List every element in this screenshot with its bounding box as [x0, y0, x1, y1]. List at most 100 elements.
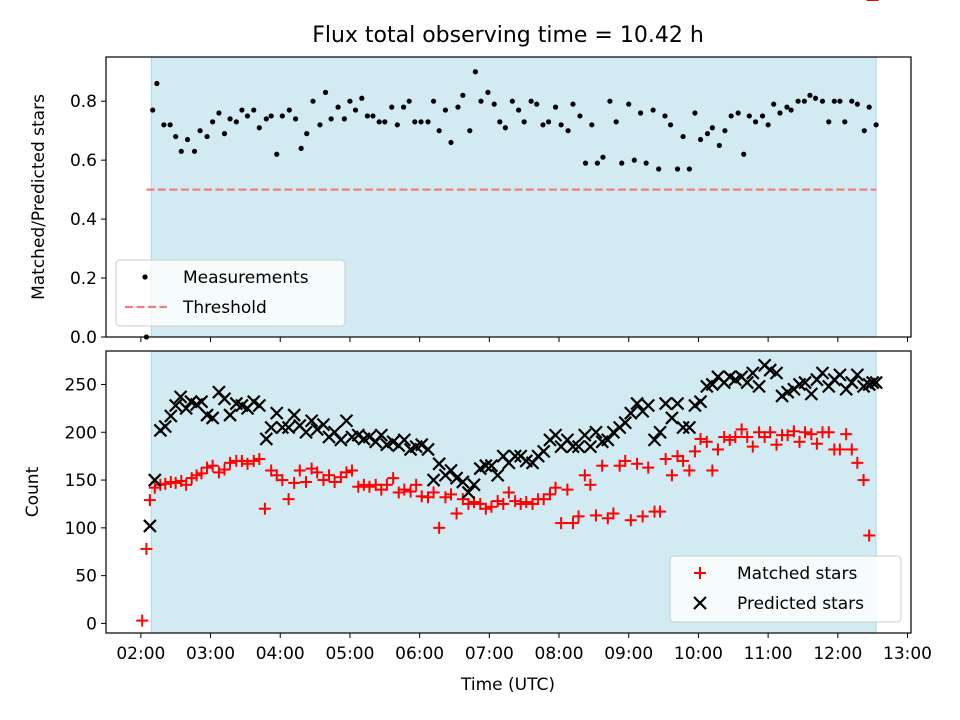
matched-star-point [607, 507, 620, 520]
measurement-point [274, 151, 280, 157]
predicted-star-stroke-b [752, 379, 766, 394]
predicted-star-point [508, 449, 522, 463]
predicted-star-point [269, 406, 284, 420]
measurement-point [516, 107, 522, 113]
matched-star-point [723, 433, 736, 446]
predicted-star-stroke-b [769, 366, 784, 380]
predicted-star-point [746, 366, 760, 380]
measurement-point [322, 89, 329, 95]
measurement-point [478, 98, 484, 104]
measurement-point [210, 119, 216, 125]
predicted-star-point [676, 420, 690, 435]
matched-star-point [143, 494, 156, 507]
measurement-point [626, 101, 632, 107]
measurement-point [819, 98, 826, 104]
x-tick-label: 12:00 [813, 644, 862, 664]
matched-star-point [398, 483, 411, 496]
predicted-star-stroke-b [164, 409, 178, 423]
measurement-point [317, 122, 323, 128]
matched-star-point [578, 469, 591, 482]
matched-star-point [700, 435, 713, 448]
measurement-point [292, 116, 299, 122]
measurement-point [448, 139, 454, 146]
matched-star-point [520, 496, 533, 509]
matched-star-point [619, 454, 632, 467]
legend-measurements-label: Measurements [183, 268, 309, 288]
measurement-point [335, 104, 341, 110]
measurement-point [256, 125, 262, 131]
predicted-star-point [571, 439, 586, 454]
matched-star-point [479, 502, 492, 515]
measurement-point [680, 133, 686, 140]
measurement-point [328, 116, 334, 122]
measurement-point [607, 98, 613, 104]
predicted-star-point [844, 375, 859, 390]
predicted-star-stroke-b [292, 418, 307, 433]
measurement-point [866, 104, 872, 110]
predicted-star-stroke-b [168, 398, 183, 413]
matched-star-point [589, 509, 602, 522]
measurement-point [442, 107, 449, 113]
predicted-star-stroke-b [264, 420, 278, 435]
measurement-point [600, 154, 606, 160]
measurement-point [777, 110, 783, 116]
measurement-point [376, 119, 382, 125]
legend-top-box [115, 259, 346, 327]
predicted-star-point [143, 519, 157, 533]
measurement-point [656, 166, 662, 172]
predicted-star-point [194, 394, 209, 409]
matched-star-point [169, 476, 182, 489]
predicted-star-stroke-b [351, 428, 366, 442]
matched-star-point [258, 502, 271, 515]
predicted-star-stroke-b [658, 396, 673, 411]
legend-matched-marker [694, 567, 706, 579]
predicted-star-point [618, 415, 633, 430]
measurement-point [352, 107, 359, 113]
predicted-star-point [658, 396, 673, 411]
bottom-ytick-label: 0 [86, 614, 97, 634]
predicted-star-stroke-b [397, 433, 412, 447]
predicted-star-stroke-b [179, 401, 193, 416]
matched-star-point [851, 456, 864, 469]
measurement-point [746, 113, 752, 119]
matched-star-point [799, 426, 812, 439]
measurement-point [728, 113, 734, 119]
predicted-star-stroke-b [815, 366, 830, 380]
bottom-ytick-label: 200 [65, 423, 97, 443]
matched-star-point [845, 443, 858, 456]
x-tick-label: 06:00 [395, 644, 444, 664]
matched-star-point [677, 454, 690, 467]
matched-star-point [735, 423, 748, 436]
measurement-point [233, 119, 239, 125]
measurement-point [854, 101, 860, 107]
measurement-point [347, 98, 353, 104]
predicted-star-point [168, 398, 183, 413]
x-tick-label: 05:00 [325, 644, 374, 664]
matched-star-point [555, 517, 568, 530]
predicted-star-stroke-b [299, 425, 313, 440]
matched-star-point [140, 542, 153, 555]
measurement-point [394, 122, 400, 128]
predicted-star-stroke-b [601, 433, 615, 447]
matched-star-point [224, 456, 237, 469]
measurement-point [364, 113, 370, 119]
measurement-point [382, 119, 388, 125]
predicted-star-stroke-b [316, 417, 331, 432]
matched-star-point [624, 514, 637, 527]
measurement-point [765, 122, 771, 128]
measurement-point [692, 110, 698, 116]
matched-star-point [857, 474, 870, 487]
predicted-star-stroke-b [589, 425, 603, 440]
predicted-star-stroke-b [723, 370, 737, 384]
measurement-point [784, 104, 790, 110]
measurement-point [460, 92, 466, 98]
predicted-star-point [798, 375, 812, 390]
measurement-point [812, 95, 819, 101]
predicted-star-point [374, 428, 389, 442]
x-tick-label: 09:00 [604, 644, 653, 664]
measurement-point [491, 101, 497, 107]
measurement-point [709, 125, 715, 131]
measurement-point [184, 136, 191, 143]
predicted-star-point [223, 408, 237, 422]
